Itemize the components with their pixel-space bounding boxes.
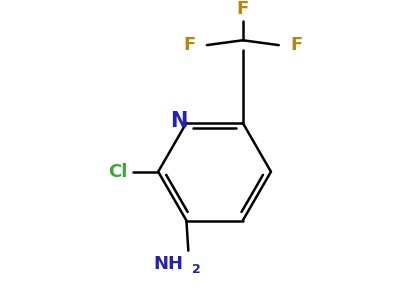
Text: N: N [170, 111, 187, 131]
Text: Cl: Cl [108, 163, 127, 181]
Text: F: F [183, 36, 196, 54]
Text: F: F [237, 0, 249, 18]
Text: F: F [290, 36, 302, 54]
Text: NH: NH [154, 255, 184, 273]
Text: 2: 2 [192, 262, 200, 276]
